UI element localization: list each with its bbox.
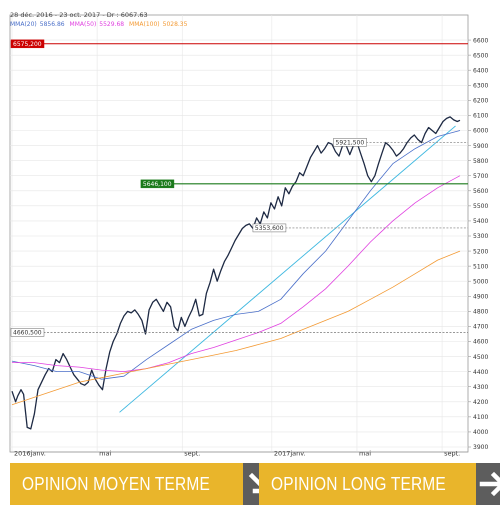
- y-tick-label: 4500: [473, 354, 488, 361]
- chart-legend: MMA(20) 5856.86 MMA(50) 5529.68 MMA(100) 50…: [10, 21, 190, 28]
- level-label-box: [10, 39, 45, 49]
- x-tick-label: sept.: [444, 450, 460, 458]
- arrow-right-icon[interactable]: [476, 463, 500, 505]
- x-tick-label: sept.: [184, 450, 200, 458]
- level-label: 5353,600: [255, 225, 284, 232]
- arrow-right-glyph: [480, 471, 500, 497]
- y-tick-label: 4000: [473, 429, 488, 436]
- legend-ma100-value: 5028.35: [162, 21, 188, 28]
- y-tick-label: 6100: [473, 113, 488, 120]
- level-label: 5646,100: [143, 181, 172, 188]
- series-line-ma20: [11, 130, 461, 380]
- legend-ma50-value: 5529.68: [99, 21, 125, 28]
- y-tick-label: 5500: [473, 203, 488, 210]
- series-line-price: [11, 116, 461, 430]
- legend-ma20-label: MMA(20): [10, 21, 37, 28]
- y-tick-label: 6500: [473, 52, 488, 59]
- y-tick-label: 4900: [473, 293, 488, 300]
- chart-canvas: 3900 4000 4100 4200 4300 4400 4500 4600 4700 4800…: [9, 14, 488, 458]
- x-tick-label: mai: [99, 450, 111, 458]
- opinion-long-term-button[interactable]: OPINION LONG TERME: [259, 463, 500, 505]
- level-label: 6575,200: [13, 41, 42, 48]
- series-line-ma100: [11, 250, 461, 406]
- y-tick-label: 6300: [473, 82, 488, 89]
- y-tick-label: 5100: [473, 263, 488, 270]
- y-tick-label: 4400: [473, 369, 488, 376]
- y-tick-label: 5700: [473, 173, 488, 180]
- y-tick-label: 4700: [473, 324, 488, 331]
- y-tick-label: 6000: [473, 128, 488, 135]
- y-tick-label: 4600: [473, 339, 488, 346]
- y-tick-label: 3900: [473, 444, 488, 451]
- y-tick-label: 6200: [473, 98, 488, 105]
- y-tick-label: 4300: [473, 384, 488, 391]
- level-label-box: [10, 328, 45, 337]
- opinion-long-term-label: OPINION LONG TERME: [271, 473, 446, 494]
- level-label: 5921,500: [336, 140, 365, 147]
- trend-line: [119, 125, 456, 413]
- x-tick-label: 2016janv.: [14, 450, 46, 458]
- y-tick-label: 5800: [473, 158, 488, 165]
- opinion-mid-term-button[interactable]: OPINION MOYEN TERME: [10, 463, 277, 505]
- level-label-box: [333, 138, 367, 147]
- legend-ma100-label: MMA(100): [129, 21, 160, 28]
- y-tick-label: 5200: [473, 248, 488, 255]
- y-tick-label: 5600: [473, 188, 488, 195]
- legend-ma50-label: MMA(50): [69, 21, 97, 28]
- price-chart: 3900 4000 4100 4200 4300 4400 4500 4600 4700 4800…: [9, 11, 488, 458]
- y-tick-label: 5900: [473, 143, 488, 150]
- x-tick-label: mai: [359, 450, 371, 458]
- y-tick-label: 6400: [473, 67, 488, 74]
- y-tick-label: 5300: [473, 233, 488, 240]
- level-label-box: [140, 179, 175, 189]
- chart-header: 28 déc. 2016 - 23 oct. 2017 - Dr : 6067.…: [10, 11, 148, 19]
- level-label-box: [252, 223, 287, 233]
- y-tick-label: 5000: [473, 278, 488, 285]
- y-tick-label: 4100: [473, 414, 488, 421]
- y-tick-label: 4200: [473, 399, 488, 406]
- legend-ma20-value: 5856.86: [39, 21, 65, 28]
- level-label: 4660,500: [13, 330, 42, 337]
- y-tick-label: 5400: [473, 218, 488, 225]
- y-tick-label: 4800: [473, 309, 488, 316]
- x-tick-label: 2017janv.: [274, 450, 306, 458]
- y-tick-label: 6600: [473, 37, 488, 44]
- opinion-mid-term-label: OPINION MOYEN TERME: [22, 473, 210, 494]
